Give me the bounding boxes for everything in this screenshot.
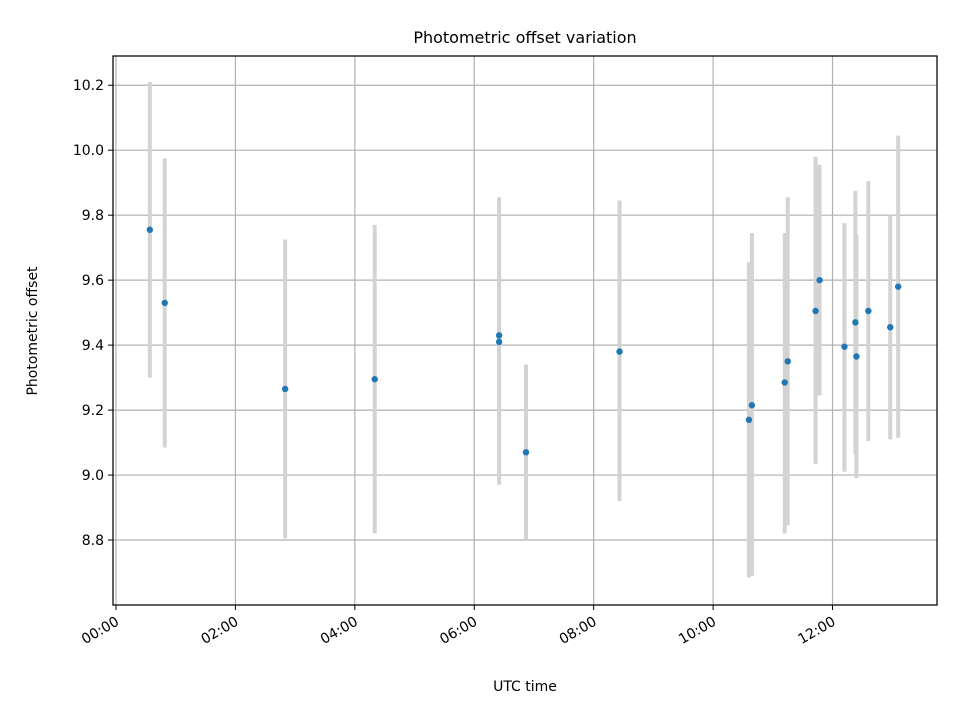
data-point xyxy=(161,299,168,307)
data-point xyxy=(784,358,791,365)
y-tick-label: 9.4 xyxy=(82,338,104,354)
data-point xyxy=(146,226,154,233)
y-tick-label: 9.0 xyxy=(82,468,104,484)
data-point xyxy=(812,307,819,315)
data-point xyxy=(495,338,503,346)
y-axis: 8.8 9.0 9.2 9.4 9.6 9.8 10.0 10.2 xyxy=(73,78,113,549)
plot-frame xyxy=(112,55,938,606)
y-tick-label: 10.0 xyxy=(73,143,104,159)
x-axis-label: UTC time xyxy=(493,679,557,695)
data-point xyxy=(748,402,756,409)
data-point xyxy=(281,385,289,393)
y-tick-label: 8.8 xyxy=(82,533,104,549)
data-point xyxy=(371,376,378,383)
chart-title: Photometric offset variation xyxy=(413,28,636,47)
data-point xyxy=(522,449,530,456)
data-point xyxy=(852,319,859,326)
data-point xyxy=(865,307,872,315)
y-tick-label: 10.2 xyxy=(73,78,104,94)
data-points xyxy=(146,226,902,456)
y-tick-label: 9.8 xyxy=(82,208,104,224)
data-point xyxy=(495,332,503,339)
data-point xyxy=(745,416,753,424)
data-point xyxy=(894,283,902,290)
y-tick-label: 9.2 xyxy=(82,403,104,419)
data-point xyxy=(841,343,848,350)
y-tick-label: 9.6 xyxy=(82,273,104,289)
data-point xyxy=(816,276,823,284)
data-point xyxy=(616,348,623,355)
data-point xyxy=(853,353,860,360)
data-point xyxy=(887,324,894,331)
y-axis-label: Photometric offset xyxy=(25,266,41,396)
data-point xyxy=(781,379,788,386)
